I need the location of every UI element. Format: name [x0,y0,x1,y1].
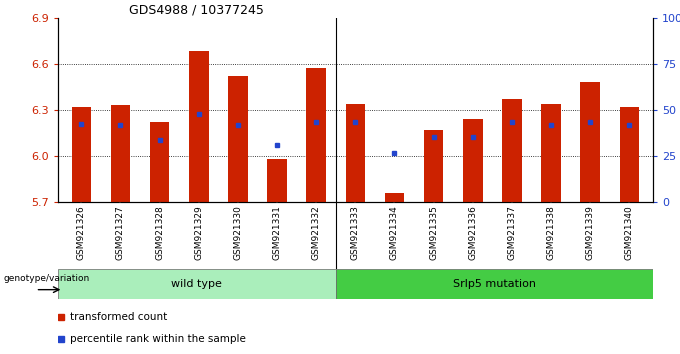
Text: GSM921334: GSM921334 [390,205,399,260]
Text: GSM921340: GSM921340 [625,205,634,260]
Text: percentile rank within the sample: percentile rank within the sample [70,334,246,344]
Bar [189,51,209,202]
Bar [58,269,336,299]
Bar [619,107,639,202]
Bar [111,105,130,202]
Text: GSM921333: GSM921333 [351,205,360,260]
Bar [228,76,248,202]
Bar [581,82,600,202]
Bar [307,68,326,202]
Text: GSM921326: GSM921326 [77,205,86,260]
Text: wild type: wild type [171,279,222,289]
Bar [463,119,483,202]
Text: GSM921328: GSM921328 [155,205,164,260]
Text: GSM921339: GSM921339 [585,205,595,260]
Text: GSM921335: GSM921335 [429,205,438,260]
Text: GSM921327: GSM921327 [116,205,125,260]
Text: GSM921329: GSM921329 [194,205,203,260]
Text: GSM921330: GSM921330 [233,205,242,260]
Text: transformed count: transformed count [70,312,167,322]
Text: GSM921336: GSM921336 [469,205,477,260]
Text: GDS4988 / 10377245: GDS4988 / 10377245 [129,4,264,17]
Bar [424,130,443,202]
Text: Srlp5 mutation: Srlp5 mutation [453,279,536,289]
Text: genotype/variation: genotype/variation [3,274,90,283]
Text: GSM921338: GSM921338 [547,205,556,260]
Bar [150,122,169,202]
Text: GSM921337: GSM921337 [507,205,516,260]
Bar [267,159,287,202]
Bar [345,104,365,202]
Text: GSM921331: GSM921331 [273,205,282,260]
Bar [385,193,404,202]
Bar [71,107,91,202]
Text: GSM921332: GSM921332 [311,205,321,260]
Bar [541,104,561,202]
Bar [502,99,522,202]
Bar [336,269,653,299]
